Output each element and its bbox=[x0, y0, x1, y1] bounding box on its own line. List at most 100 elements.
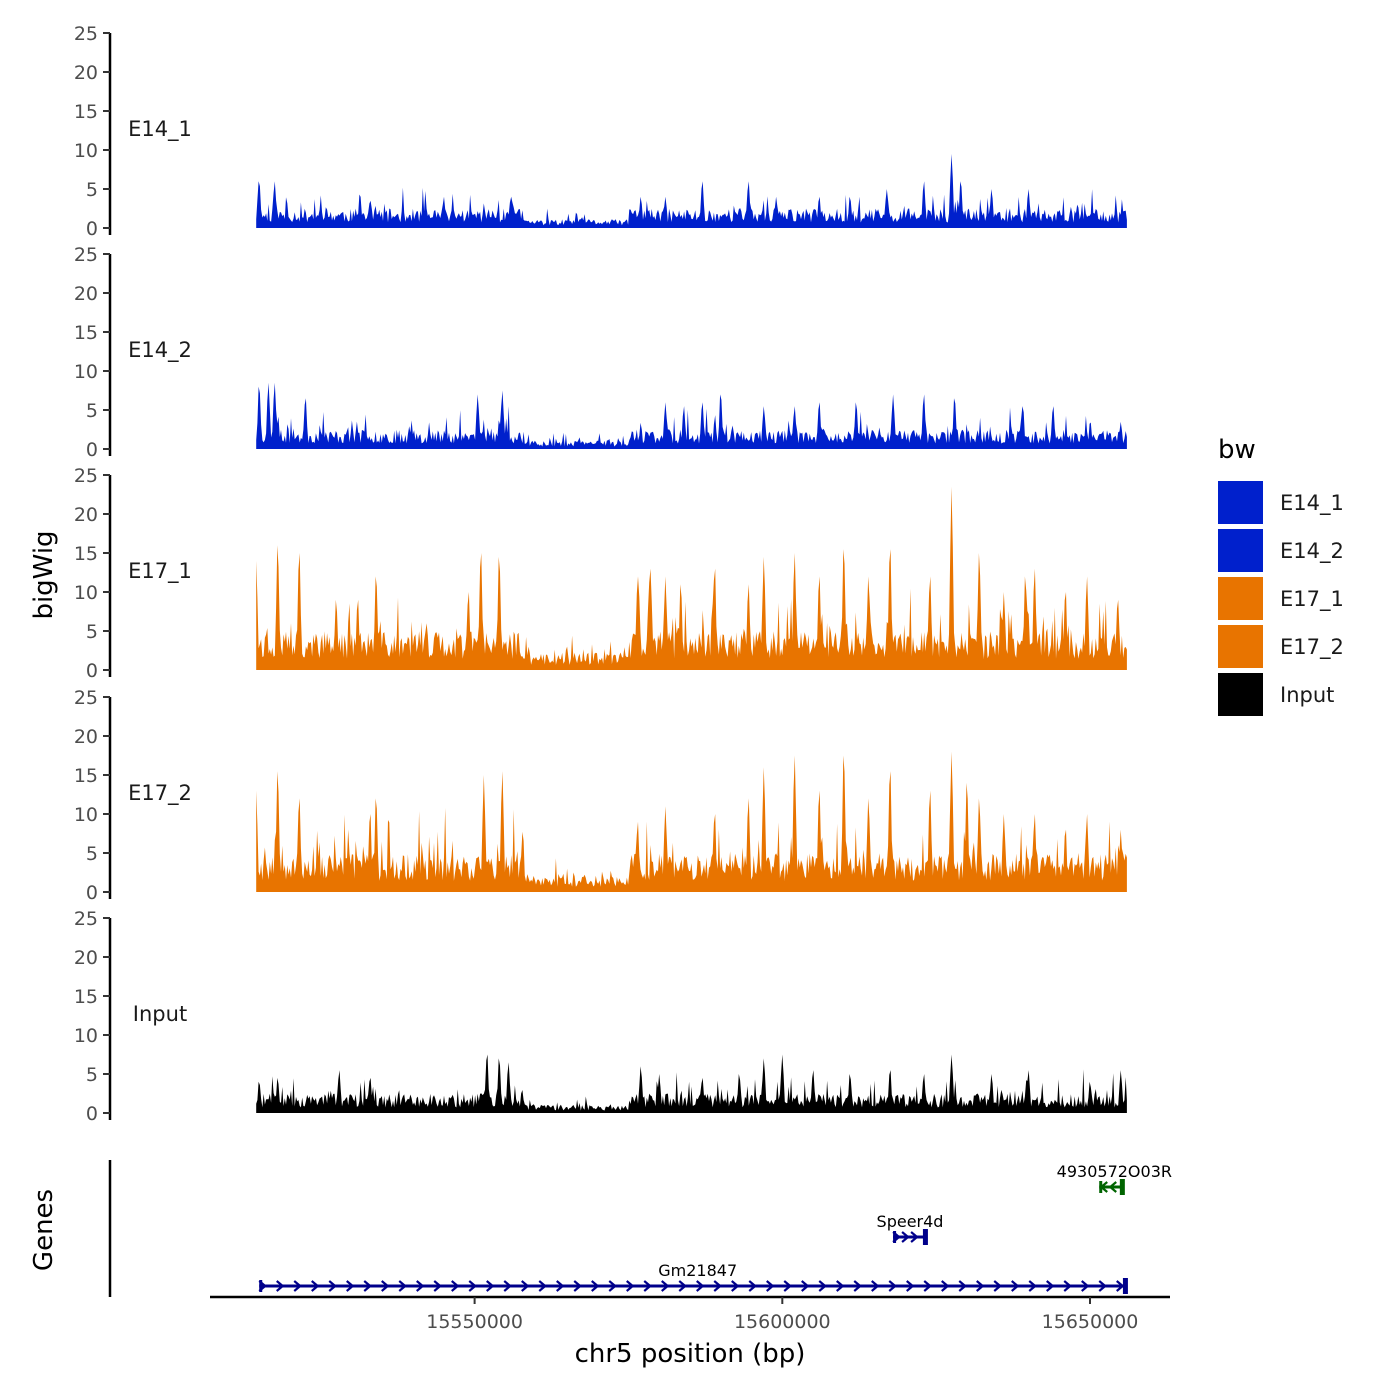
track-e17-2: 0 5 10 15 20 25 E17_2 bbox=[74, 687, 1127, 904]
strand-chevron bbox=[416, 1280, 425, 1292]
y-tick-label: 25 bbox=[74, 908, 98, 930]
y-tick-label: 10 bbox=[74, 804, 98, 826]
strand-chevron bbox=[910, 1231, 919, 1243]
y-tick-label: 25 bbox=[74, 687, 98, 709]
y-tick-label: 5 bbox=[86, 179, 98, 201]
y-tick-label: 0 bbox=[86, 218, 98, 240]
y-tick-label: 25 bbox=[74, 465, 98, 487]
strand-chevron bbox=[1046, 1280, 1055, 1292]
y-tick-label: 20 bbox=[74, 283, 98, 305]
y-tick-label: 5 bbox=[86, 843, 98, 865]
strand-chevron bbox=[731, 1280, 740, 1292]
y-tick-label: 5 bbox=[86, 1064, 98, 1086]
strand-chevron bbox=[1011, 1280, 1020, 1292]
legend-label: Input bbox=[1280, 683, 1334, 707]
strand-chevron bbox=[906, 1280, 915, 1292]
y-tick-label: 25 bbox=[74, 244, 98, 266]
strand-chevron bbox=[818, 1280, 827, 1292]
gene-exon bbox=[259, 1280, 263, 1292]
strand-chevron bbox=[328, 1280, 337, 1292]
gene-exon bbox=[922, 1229, 928, 1245]
strand-chevron bbox=[363, 1280, 372, 1292]
track-panels: 0 5 10 15 20 25 E14_1 0 5 10 15 20 25 E14_2 0 5 10 15 20 25… bbox=[74, 23, 1127, 1125]
legend-swatch bbox=[1218, 481, 1263, 524]
gene-exon bbox=[1122, 1278, 1128, 1294]
track-e14-1: 0 5 10 15 20 25 E14_1 bbox=[74, 23, 1127, 240]
strand-chevron bbox=[1063, 1280, 1072, 1292]
gene-label: Gm21847 bbox=[658, 1261, 737, 1280]
strand-chevron bbox=[433, 1280, 442, 1292]
strand-chevron bbox=[346, 1280, 355, 1292]
y-tick-label: 20 bbox=[74, 504, 98, 526]
strand-chevron bbox=[276, 1280, 285, 1292]
strand-chevron bbox=[381, 1280, 390, 1292]
y-tick-label: 10 bbox=[74, 361, 98, 383]
y-tick-label: 15 bbox=[74, 101, 98, 123]
gene-exon bbox=[893, 1231, 897, 1243]
legend-swatch bbox=[1218, 625, 1263, 668]
strand-chevron bbox=[1116, 1280, 1125, 1292]
strand-chevron bbox=[888, 1280, 897, 1292]
track-label: E14_2 bbox=[128, 338, 192, 363]
signal-area-e14-2 bbox=[256, 382, 1127, 449]
strand-chevron bbox=[398, 1280, 407, 1292]
track-label: Input bbox=[133, 1002, 187, 1026]
strand-chevron bbox=[696, 1280, 705, 1292]
strand-chevron bbox=[573, 1280, 582, 1292]
y-tick-label: 25 bbox=[74, 23, 98, 45]
x-axis-title: chr5 position (bp) bbox=[575, 1339, 806, 1369]
track-e14-2: 0 5 10 15 20 25 E14_2 bbox=[74, 244, 1127, 461]
legend-label: E17_1 bbox=[1280, 587, 1344, 612]
strand-chevron bbox=[678, 1280, 687, 1292]
track-label: E17_2 bbox=[128, 781, 192, 806]
y-tick-label: 10 bbox=[74, 1025, 98, 1047]
x-axis: 15550000 15600000 15650000 bbox=[210, 1295, 1170, 1333]
legend-label: E14_1 bbox=[1280, 491, 1344, 516]
y-tick-label: 10 bbox=[74, 582, 98, 604]
y-tick-label: 10 bbox=[74, 140, 98, 162]
x-tick-label: 15550000 bbox=[426, 1311, 523, 1333]
strand-chevron bbox=[941, 1280, 950, 1292]
y-tick-label: 20 bbox=[74, 726, 98, 748]
x-tick-label: 15600000 bbox=[734, 1311, 831, 1333]
gene-4930572o03r: 4930572O03R bbox=[1057, 1162, 1172, 1195]
y-tick-label: 0 bbox=[86, 439, 98, 461]
signal-area-e17-1 bbox=[256, 486, 1127, 670]
track-label: E17_1 bbox=[128, 559, 192, 584]
strand-chevron bbox=[503, 1280, 512, 1292]
strand-chevron bbox=[801, 1280, 810, 1292]
strand-chevron bbox=[468, 1280, 477, 1292]
strand-chevron bbox=[1108, 1181, 1117, 1193]
gene-label: Speer4d bbox=[877, 1212, 944, 1231]
track-input: 0 5 10 15 20 25 Input bbox=[74, 908, 1127, 1125]
strand-chevron bbox=[661, 1280, 670, 1292]
strand-chevron bbox=[836, 1280, 845, 1292]
legend-swatch bbox=[1218, 673, 1263, 716]
y-tick-label: 15 bbox=[74, 322, 98, 344]
strand-chevron bbox=[901, 1231, 910, 1243]
legend: bw E14_1 E14_2 E17_1 E17_2 Input bbox=[1218, 435, 1344, 716]
legend-swatch bbox=[1218, 529, 1263, 572]
strand-chevron bbox=[766, 1280, 775, 1292]
gene-exon bbox=[1099, 1181, 1103, 1193]
genes-panel: 4930572O03R Speer4d Gm21847 bbox=[108, 1160, 1172, 1297]
strand-chevron bbox=[993, 1280, 1002, 1292]
strand-chevron bbox=[538, 1280, 547, 1292]
x-tick-label: 15650000 bbox=[1042, 1311, 1139, 1333]
y-tick-label: 20 bbox=[74, 947, 98, 969]
strand-chevron bbox=[1028, 1280, 1037, 1292]
y-tick-label: 0 bbox=[86, 882, 98, 904]
legend-label: E14_2 bbox=[1280, 539, 1344, 564]
strand-chevron bbox=[451, 1280, 460, 1292]
legend-swatch bbox=[1218, 577, 1263, 620]
y-tick-label: 15 bbox=[74, 765, 98, 787]
strand-chevron bbox=[643, 1280, 652, 1292]
strand-chevron bbox=[853, 1280, 862, 1292]
y-tick-label: 0 bbox=[86, 660, 98, 682]
strand-chevron bbox=[976, 1280, 985, 1292]
gene-exon bbox=[1119, 1179, 1125, 1195]
track-e17-1: 0 5 10 15 20 25 E17_1 bbox=[74, 465, 1127, 682]
strand-chevron bbox=[958, 1280, 967, 1292]
strand-chevron bbox=[486, 1280, 495, 1292]
